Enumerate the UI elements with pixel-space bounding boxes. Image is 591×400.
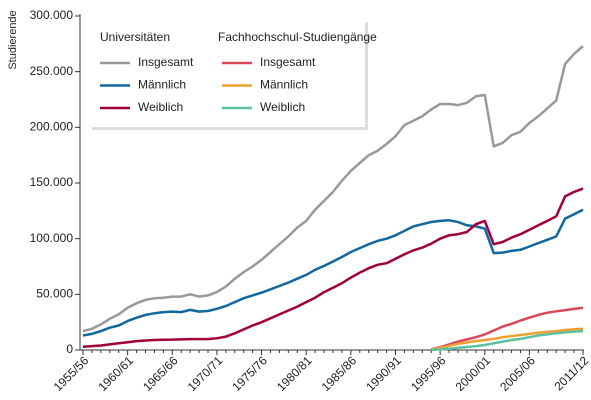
x-tick-label: 1985/86 bbox=[319, 353, 360, 394]
series-line bbox=[430, 306, 584, 351]
y-tick-label: 50.000 bbox=[36, 287, 73, 301]
x-tick-label: 1980/81 bbox=[274, 353, 315, 394]
series-line bbox=[431, 329, 584, 352]
series-line bbox=[82, 208, 584, 337]
y-axis-label: Studierende bbox=[7, 10, 19, 69]
x-tick-label: 1955/56 bbox=[51, 353, 92, 394]
series-line bbox=[82, 45, 584, 333]
legend-label: Männlich bbox=[138, 78, 186, 92]
y-tick-label: 100.000 bbox=[30, 231, 74, 245]
legend-label: Insgesamt bbox=[138, 55, 194, 69]
legend-title: Universitäten bbox=[100, 30, 170, 44]
x-tick-label: 2000/01 bbox=[453, 353, 494, 394]
x-tick-label: 1995/96 bbox=[408, 353, 449, 394]
x-tick-label: 1970/71 bbox=[185, 353, 226, 394]
series-line bbox=[82, 187, 584, 348]
x-tick-label: 1965/66 bbox=[140, 353, 181, 394]
y-tick-label: 300.000 bbox=[30, 8, 74, 22]
y-tick-label: 250.000 bbox=[30, 64, 74, 78]
legend-label: Insgesamt bbox=[260, 55, 316, 69]
x-tick-label: 1990/91 bbox=[363, 353, 404, 394]
legend-title: Fachhochschul-Studiengänge bbox=[218, 30, 377, 44]
y-tick-label: 0 bbox=[66, 342, 73, 356]
x-tick-label: 2011/12 bbox=[551, 353, 591, 393]
legend-label: Weiblich bbox=[138, 100, 183, 114]
series-line bbox=[430, 327, 584, 351]
x-tick-label: 1960/61 bbox=[95, 353, 136, 394]
x-tick-label: 1975/76 bbox=[229, 353, 270, 394]
y-tick-label: 150.000 bbox=[30, 175, 74, 189]
legend-label: Männlich bbox=[260, 78, 308, 92]
x-tick-label: 2005/06 bbox=[497, 353, 538, 394]
y-tick-label: 200.000 bbox=[30, 120, 74, 134]
legend-label: Weiblich bbox=[260, 100, 305, 114]
